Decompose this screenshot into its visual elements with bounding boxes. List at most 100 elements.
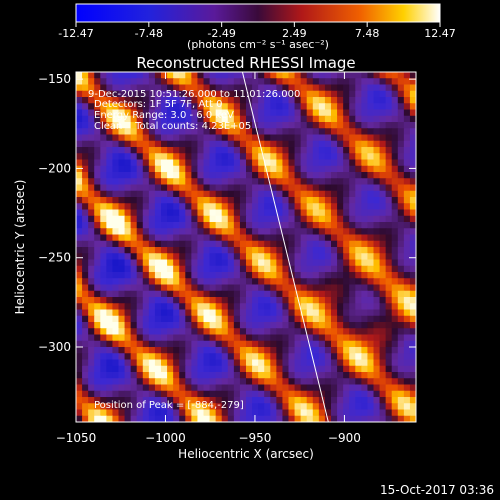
heatmap-cell	[209, 153, 217, 161]
heatmap-cell	[288, 228, 296, 236]
heatmap-cell	[264, 128, 271, 136]
heatmap-cell	[403, 372, 411, 379]
heatmap-cell	[367, 415, 375, 422]
heatmap-cell	[294, 97, 302, 104]
heatmap-cell	[331, 197, 338, 204]
heatmap-cell	[373, 290, 381, 298]
heatmap-cell	[136, 240, 144, 248]
heatmap-cell	[337, 253, 344, 261]
heatmap-cell	[300, 134, 308, 142]
heatmap-cell	[349, 222, 356, 229]
heatmap-cell	[76, 409, 83, 417]
heatmap-cell	[118, 215, 126, 223]
heatmap-cell	[367, 128, 375, 136]
heatmap-cell	[264, 122, 271, 129]
heatmap-cell	[337, 209, 344, 217]
heatmap-cell	[355, 109, 362, 117]
heatmap-cell	[246, 84, 253, 92]
heatmap-cell	[154, 340, 162, 348]
heatmap-cell	[130, 234, 138, 242]
heatmap-cell	[142, 309, 150, 317]
heatmap-cell	[270, 315, 277, 323]
heatmap-cell	[373, 159, 381, 167]
heatmap-cell	[403, 203, 411, 211]
heatmap-cell	[270, 209, 277, 217]
heatmap-cell	[403, 222, 411, 229]
heatmap-cell	[331, 115, 338, 123]
heatmap-cell	[106, 90, 114, 98]
heatmap-cell	[203, 315, 211, 323]
heatmap-cell	[173, 303, 180, 311]
heatmap-cell	[124, 384, 132, 392]
heatmap-cell	[294, 253, 302, 261]
heatmap-cell	[355, 209, 362, 217]
heatmap-cell	[294, 72, 302, 79]
heatmap-cell	[264, 240, 271, 248]
heatmap-cell	[191, 328, 199, 336]
heatmap-cell	[239, 103, 247, 111]
heatmap-cell	[148, 372, 156, 379]
heatmap-cell	[361, 390, 369, 398]
heatmap-cell	[161, 384, 168, 392]
heatmap-cell	[124, 103, 132, 111]
heatmap-cell	[276, 372, 284, 379]
heatmap-cell	[154, 278, 162, 286]
heatmap-cell	[385, 397, 393, 404]
heatmap-cell	[239, 322, 247, 329]
heatmap-cell	[106, 315, 114, 323]
heatmap-cell	[124, 365, 132, 373]
heatmap-cell	[239, 97, 247, 104]
heatmap-cell	[355, 184, 362, 192]
heatmap-cell	[112, 190, 120, 198]
heatmap-cell	[197, 290, 205, 298]
heatmap-cell	[343, 259, 350, 267]
heatmap-cell	[94, 247, 101, 254]
heatmap-cell	[106, 240, 114, 248]
heatmap-cell	[179, 315, 186, 323]
heatmap-cell	[161, 72, 168, 79]
heatmap-cell	[191, 253, 199, 261]
heatmap-cell	[282, 353, 290, 361]
heatmap-cell	[227, 322, 235, 329]
heatmap-cell	[88, 334, 95, 342]
heatmap-cell	[76, 278, 83, 286]
heatmap-cell	[88, 265, 95, 273]
heatmap-cell	[403, 290, 411, 298]
heatmap-cell	[300, 190, 308, 198]
heatmap-cell	[94, 97, 101, 104]
heatmap-cell	[76, 347, 83, 354]
annotation-peak: Position of Peak = [-884,-279]	[94, 400, 244, 411]
heatmap-cell	[373, 390, 381, 398]
heatmap-cell	[100, 159, 107, 167]
heatmap-cell	[221, 147, 229, 154]
heatmap-cell	[118, 409, 126, 417]
heatmap-cell	[76, 203, 83, 211]
heatmap-cell	[373, 140, 381, 148]
heatmap-cell	[118, 128, 126, 136]
heatmap-cell	[252, 184, 259, 192]
heatmap-cell	[191, 140, 199, 148]
heatmap-cell	[185, 165, 192, 173]
heatmap-cell	[246, 378, 253, 386]
heatmap-cell	[349, 340, 356, 348]
heatmap-cell	[185, 115, 192, 123]
heatmap-cell	[191, 322, 199, 329]
heatmap-cell	[367, 278, 375, 286]
heatmap-cell	[142, 353, 150, 361]
heatmap-cell	[397, 90, 405, 98]
heatmap-cell	[294, 153, 302, 161]
heatmap-cell	[94, 240, 101, 248]
heatmap-cell	[106, 359, 114, 367]
heatmap-cell	[300, 259, 308, 267]
heatmap-cell	[197, 78, 205, 86]
heatmap-cell	[179, 403, 186, 411]
heatmap-cell	[197, 359, 205, 367]
heatmap-cell	[154, 359, 162, 367]
heatmap-cell	[100, 90, 107, 98]
heatmap-cell	[136, 334, 144, 342]
heatmap-cell	[191, 234, 199, 242]
heatmap-cell	[118, 178, 126, 186]
heatmap-cell	[288, 365, 296, 373]
heatmap-cell	[294, 365, 302, 373]
heatmap-cell	[288, 322, 296, 329]
